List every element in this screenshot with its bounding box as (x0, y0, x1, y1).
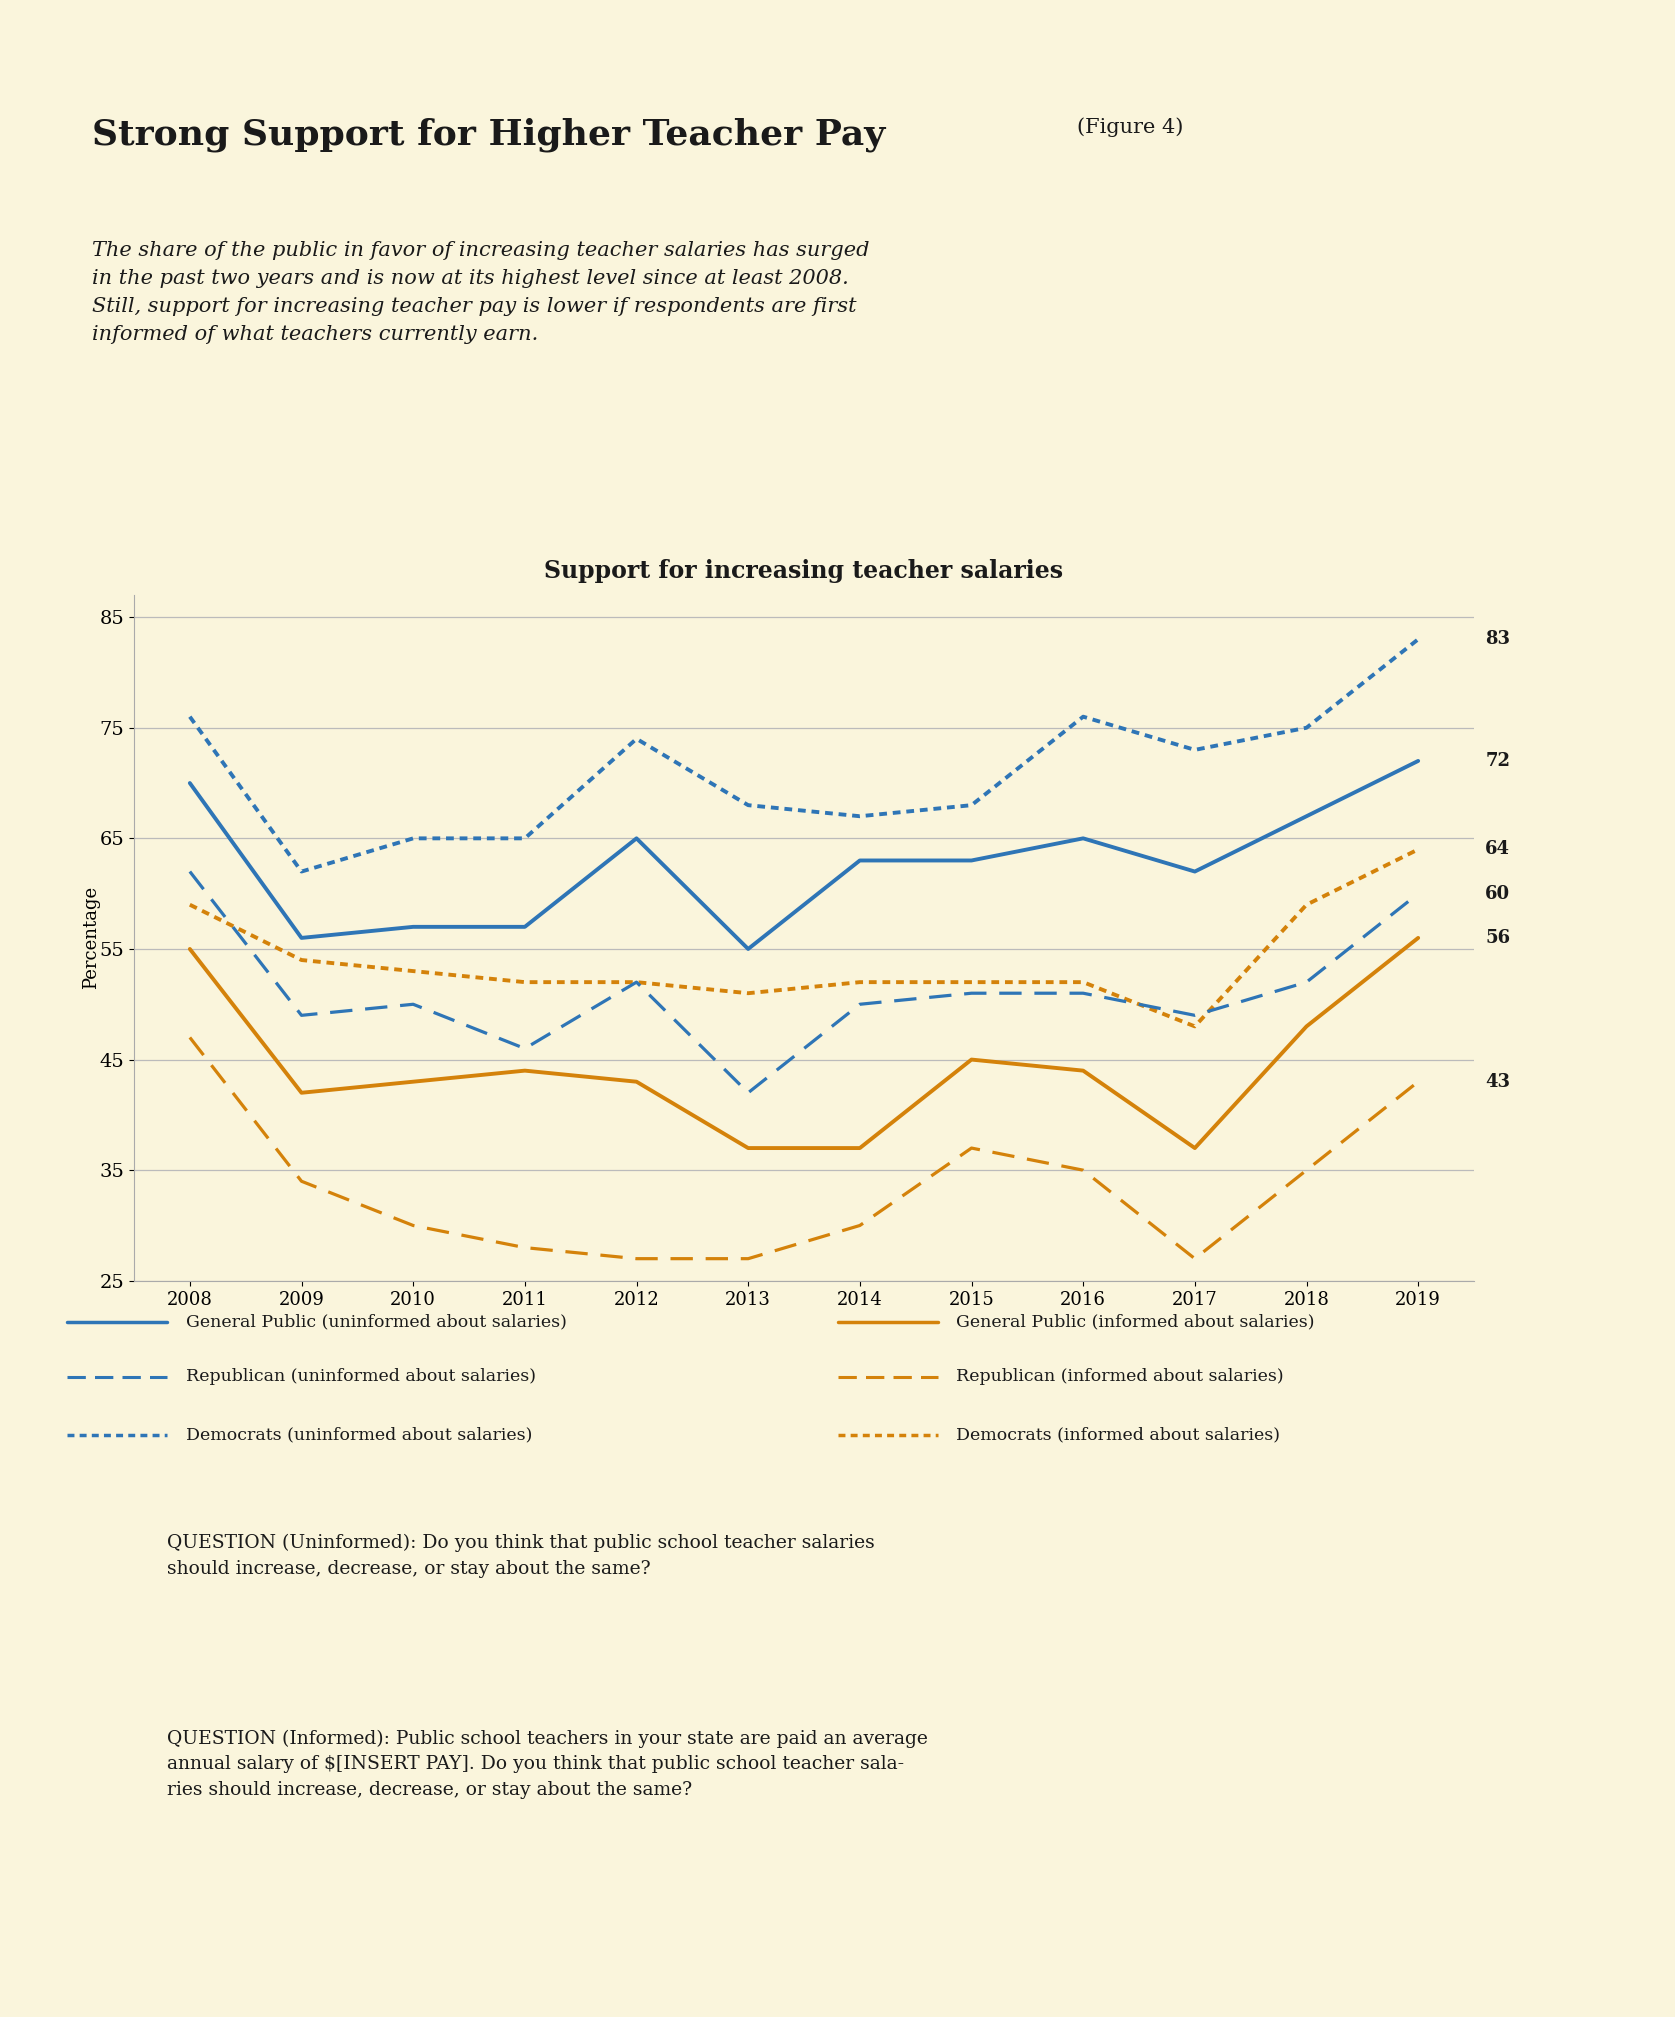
Text: QUESTION (Informed): Public school teachers in your state are paid an average
an: QUESTION (Informed): Public school teach… (168, 1729, 928, 1799)
Text: 83: 83 (1486, 629, 1511, 647)
Text: 64: 64 (1486, 841, 1511, 859)
Text: Democrats (informed about salaries): Democrats (informed about salaries) (956, 1426, 1280, 1444)
Text: Strong Support for Higher Teacher Pay: Strong Support for Higher Teacher Pay (92, 117, 886, 151)
Text: 56: 56 (1486, 930, 1511, 946)
Title: Support for increasing teacher salaries: Support for increasing teacher salaries (544, 559, 1064, 583)
Text: (Figure 4): (Figure 4) (1077, 117, 1184, 137)
Text: Republican (informed about salaries): Republican (informed about salaries) (956, 1368, 1283, 1386)
Text: 60: 60 (1486, 885, 1511, 904)
Text: Republican (uninformed about salaries): Republican (uninformed about salaries) (186, 1368, 536, 1386)
Text: Democrats (uninformed about salaries): Democrats (uninformed about salaries) (186, 1426, 533, 1444)
Y-axis label: Percentage: Percentage (82, 885, 100, 990)
Text: QUESTION (Uninformed): Do you think that public school teacher salaries
should i: QUESTION (Uninformed): Do you think that… (168, 1533, 874, 1577)
Text: 43: 43 (1486, 1073, 1511, 1091)
Text: General Public (informed about salaries): General Public (informed about salaries) (956, 1313, 1315, 1331)
Text: The share of the public in favor of increasing teacher salaries has surged
in th: The share of the public in favor of incr… (92, 240, 869, 343)
Text: General Public (uninformed about salaries): General Public (uninformed about salarie… (186, 1313, 566, 1331)
Text: 72: 72 (1486, 752, 1511, 770)
